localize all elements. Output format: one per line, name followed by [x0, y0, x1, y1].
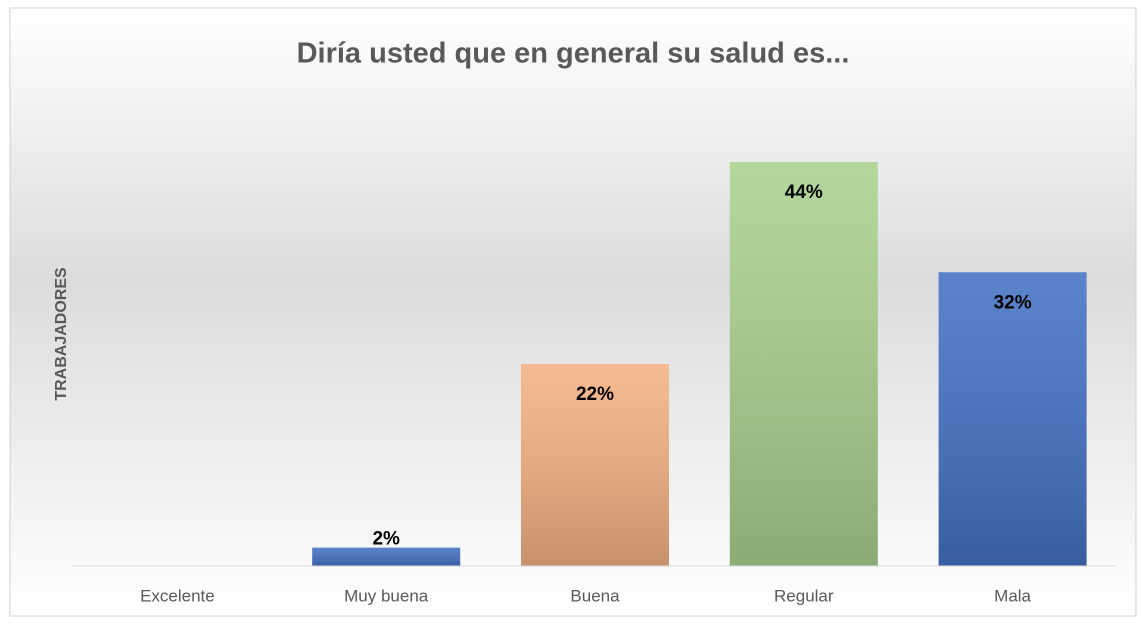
x-tick-label: Muy buena — [344, 586, 429, 605]
y-axis-label: TRABAJADORES — [53, 267, 70, 401]
data-label: 22% — [576, 384, 614, 405]
x-tick-label: Regular — [774, 586, 834, 605]
data-label: 2% — [372, 529, 400, 550]
data-label: 44% — [785, 182, 823, 203]
x-tick-label: Mala — [994, 586, 1031, 605]
data-label: 32% — [994, 292, 1032, 313]
bar-shade — [312, 547, 461, 566]
chart-title: Diría usted que en general su salud es..… — [297, 38, 850, 70]
bar-shade — [729, 162, 878, 566]
bar-shade — [521, 364, 669, 566]
bar-shade — [938, 272, 1087, 566]
x-tick-label: Buena — [570, 586, 620, 605]
x-tick-label: Excelente — [140, 586, 215, 605]
